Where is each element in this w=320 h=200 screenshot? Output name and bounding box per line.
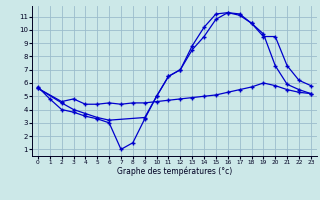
- X-axis label: Graphe des températures (°c): Graphe des températures (°c): [117, 167, 232, 176]
